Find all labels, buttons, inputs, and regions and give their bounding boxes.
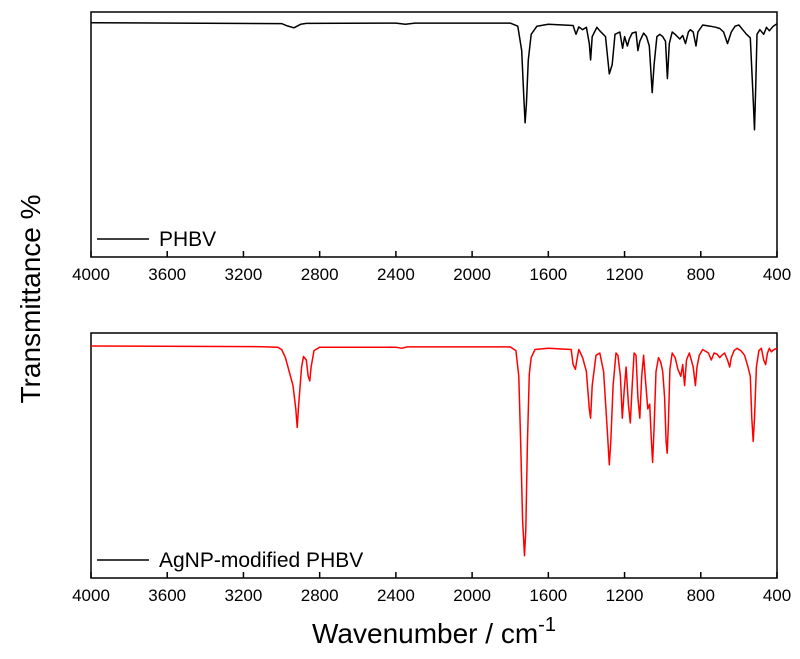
bottom-x-tick-label: 3600 xyxy=(148,586,186,605)
y-axis-title: Transmittance % xyxy=(15,194,46,403)
bottom-series-line xyxy=(90,345,778,557)
top-x-tick-label: 800 xyxy=(687,265,715,284)
top-x-tick-label: 1200 xyxy=(606,265,644,284)
top-series-line xyxy=(90,21,778,131)
bottom-x-tick-label: 2000 xyxy=(453,586,491,605)
x-axis-title-text: Wavenumber / cm xyxy=(312,618,538,649)
bottom-legend-label: AgNP-modified PHBV xyxy=(159,549,363,572)
top-x-tick-label: 400 xyxy=(763,265,791,284)
bottom-plot-frame xyxy=(90,332,778,579)
x-axis-title: Wavenumber / cm-1 xyxy=(312,614,556,649)
top-x-tick-label: 4000 xyxy=(72,265,110,284)
bottom-x-tick-label: 3200 xyxy=(225,586,263,605)
top-panel: 4000 3600 3200 2800 2400 2000 1600 1200 800 400 PH… xyxy=(72,11,791,284)
top-x-tick-label: 2800 xyxy=(301,265,339,284)
bottom-x-tick-label: 800 xyxy=(687,586,715,605)
top-x-tick-label: 1600 xyxy=(529,265,567,284)
bottom-panel: 4000 3600 3200 2800 2400 2000 1600 1200 800 400 Ag… xyxy=(72,332,791,605)
top-x-tick-label: 3200 xyxy=(225,265,263,284)
top-x-tick-label: 2400 xyxy=(377,265,415,284)
x-axis-title-superscript: -1 xyxy=(538,614,556,636)
top-x-tick-label: 3600 xyxy=(148,265,186,284)
bottom-x-tick-label: 1200 xyxy=(606,586,644,605)
top-x-tick-label: 2000 xyxy=(453,265,491,284)
bottom-x-tick-label: 2800 xyxy=(301,586,339,605)
bottom-x-tick-label: 400 xyxy=(763,586,791,605)
bottom-x-tick-label: 1600 xyxy=(529,586,567,605)
bottom-x-tick-label: 4000 xyxy=(72,586,110,605)
top-plot-frame xyxy=(90,11,778,258)
top-legend-label: PHBV xyxy=(159,228,216,251)
bottom-x-tick-label: 2400 xyxy=(377,586,415,605)
chart-panels: 4000 3600 3200 2800 2400 2000 1600 1200 800 400 PH… xyxy=(72,11,791,605)
